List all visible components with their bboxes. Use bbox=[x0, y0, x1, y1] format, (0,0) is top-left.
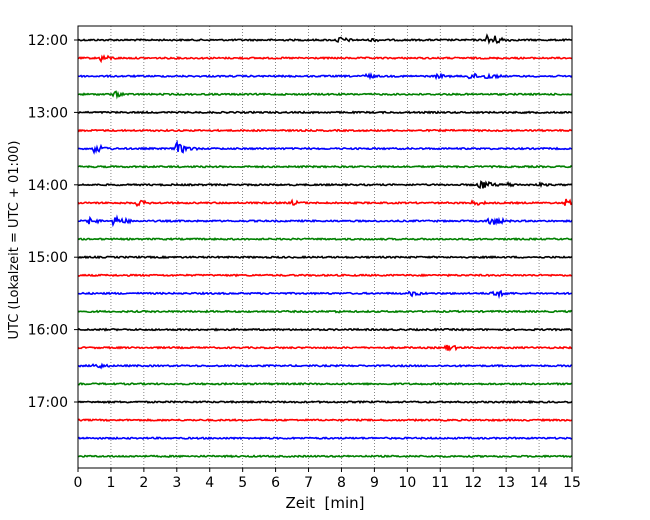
trace-1215 bbox=[77, 54, 573, 64]
y-tick-label-1600: 16:00 bbox=[28, 323, 68, 339]
y-tick-label-1500: 15:00 bbox=[28, 250, 68, 266]
trace-1615 bbox=[77, 344, 573, 352]
x-tick-label-5: 5 bbox=[238, 475, 247, 491]
trace-1400 bbox=[77, 180, 573, 190]
trace-1300 bbox=[77, 110, 573, 115]
x-tick-label-11: 11 bbox=[431, 475, 449, 491]
y-axis-label: UTC (Lokalzeit = UTC + 01:00) bbox=[7, 140, 22, 340]
x-tick-label-13: 13 bbox=[497, 475, 515, 491]
x-tick-label-1: 1 bbox=[106, 475, 115, 491]
trace-1230 bbox=[77, 72, 573, 81]
trace-1415 bbox=[77, 198, 573, 208]
trace-1245 bbox=[77, 90, 573, 100]
trace-1715 bbox=[77, 418, 573, 423]
x-tick-label-10: 10 bbox=[398, 475, 416, 491]
y-tick-label-1300: 13:00 bbox=[28, 105, 68, 121]
trace-1730 bbox=[77, 436, 573, 441]
trace-1530 bbox=[77, 289, 573, 300]
x-tick-label-0: 0 bbox=[74, 475, 83, 491]
x-tick-label-3: 3 bbox=[172, 475, 181, 491]
x-tick-label-14: 14 bbox=[530, 475, 548, 491]
trace-1545 bbox=[77, 309, 573, 314]
plot-area bbox=[78, 26, 572, 468]
trace-1630 bbox=[77, 362, 573, 370]
trace-1515 bbox=[77, 273, 573, 278]
y-tick-label-1400: 14:00 bbox=[28, 178, 68, 194]
y-tick-label-1700: 17:00 bbox=[28, 395, 68, 411]
x-tick-label-4: 4 bbox=[205, 475, 214, 491]
trace-1430 bbox=[77, 214, 573, 228]
trace-1645 bbox=[77, 381, 573, 386]
x-tick-label-12: 12 bbox=[464, 475, 482, 491]
y-tick-label-1200: 12:00 bbox=[28, 33, 68, 49]
trace-1500 bbox=[77, 255, 573, 260]
x-tick-label-8: 8 bbox=[337, 475, 346, 491]
trace-1600 bbox=[77, 327, 573, 332]
trace-1345 bbox=[77, 164, 573, 169]
x-tick-label-2: 2 bbox=[139, 475, 148, 491]
x-axis-label: Zeit [min] bbox=[285, 494, 365, 512]
trace-1445 bbox=[77, 237, 573, 242]
x-tick-label-7: 7 bbox=[304, 475, 313, 491]
trace-1315 bbox=[77, 128, 573, 133]
x-tick-label-9: 9 bbox=[370, 475, 379, 491]
trace-1200 bbox=[77, 33, 573, 45]
x-tick-label-6: 6 bbox=[271, 475, 280, 491]
x-tick-label-15: 15 bbox=[563, 475, 581, 491]
trace-1700 bbox=[77, 399, 573, 405]
trace-1745 bbox=[77, 454, 573, 459]
axes-frame bbox=[77, 25, 573, 469]
trace-1330 bbox=[77, 139, 573, 155]
